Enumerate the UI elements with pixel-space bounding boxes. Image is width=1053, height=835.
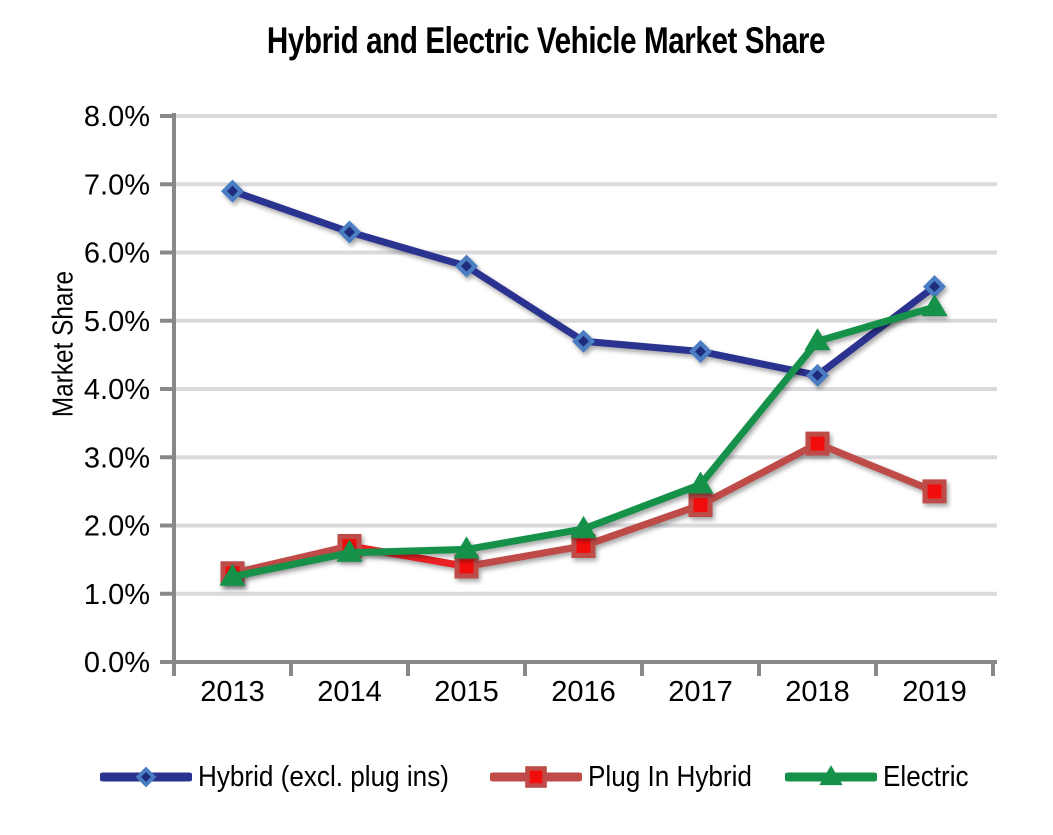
- x-tick-label: 2016: [551, 676, 616, 708]
- triangle-marker: [570, 515, 597, 538]
- triangle-marker: [804, 328, 831, 351]
- diamond-marker-core: [695, 345, 706, 357]
- y-tick-label: 7.0%: [84, 169, 150, 201]
- legend-item-plug-in-hybrid: Plug In Hybrid: [490, 760, 770, 794]
- plot-area: 0.0% 1.0% 2.0% 3.0% 4.0% 5.0% 6.0% 7.0% 8.0% 2013…: [84, 101, 997, 708]
- legend-item-electric: Electric: [785, 760, 978, 794]
- x-tick-label: 2014: [317, 676, 382, 708]
- legend-label-hybrid: Hybrid (excl. plug ins): [198, 760, 449, 793]
- square-marker: [688, 493, 713, 518]
- diamond-marker-core: [227, 185, 238, 197]
- legend-item-hybrid: Hybrid (excl. plug ins): [100, 760, 477, 794]
- square-marker: [922, 479, 947, 504]
- x-tick-label: 2013: [200, 676, 265, 708]
- square-marker: [805, 431, 830, 456]
- legend-label-electric: Electric: [883, 760, 969, 793]
- x-tick-label: 2019: [902, 676, 967, 708]
- triangle-marker: [819, 765, 843, 786]
- diamond-marker-core: [461, 260, 472, 272]
- legend: Hybrid (excl. plug ins) Plug In Hybrid E…: [0, 760, 1053, 794]
- y-tick-label: 8.0%: [84, 101, 150, 133]
- legend-sample-plug-in-hybrid: [490, 766, 582, 788]
- triangle-marker: [921, 294, 948, 317]
- diamond-marker-core: [812, 369, 823, 381]
- x-tick-label: 2018: [785, 676, 850, 708]
- triangle-marker: [219, 563, 246, 586]
- chart-title: Hybrid and Electric Vehicle Market Share: [266, 20, 826, 61]
- x-tick-label: 2015: [434, 676, 499, 708]
- diamond-marker-core: [344, 226, 355, 238]
- y-tick-label: 5.0%: [84, 306, 150, 338]
- triangle-marker: [453, 536, 480, 559]
- series-2: [219, 294, 948, 586]
- diamond-marker-core: [578, 335, 589, 347]
- y-tick-label: 6.0%: [84, 238, 150, 270]
- legend-sample-hybrid: [100, 766, 192, 788]
- series-0: [221, 179, 946, 387]
- y-tick-label: 2.0%: [84, 511, 150, 543]
- diamond-marker-core: [929, 281, 940, 293]
- square-marker: [571, 533, 596, 558]
- square-marker: [525, 766, 547, 788]
- y-tick-label: 1.0%: [84, 579, 150, 611]
- diamond-marker-core: [141, 772, 151, 782]
- y-tick-label: 4.0%: [84, 374, 150, 406]
- square-marker: [454, 554, 479, 579]
- y-tick-label: 3.0%: [84, 442, 150, 474]
- triangle-marker: [687, 471, 714, 494]
- legend-label-plug-in-hybrid: Plug In Hybrid: [588, 760, 752, 793]
- triangle-marker: [336, 539, 363, 562]
- legend-sample-electric: [785, 765, 877, 786]
- x-tick-label: 2017: [668, 676, 733, 708]
- y-tick-label: 0.0%: [84, 647, 150, 679]
